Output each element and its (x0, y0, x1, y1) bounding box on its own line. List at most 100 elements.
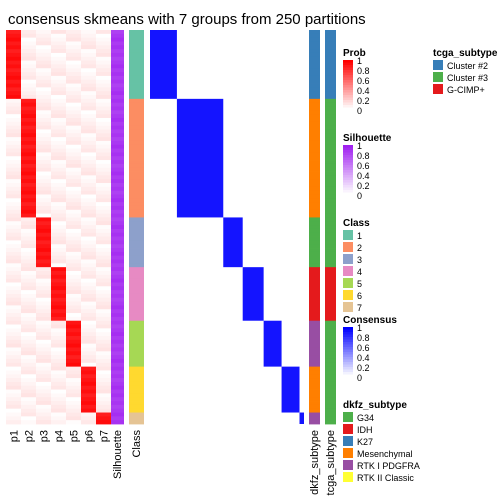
prob-cell (6, 248, 21, 253)
prob-cell (81, 137, 96, 142)
prob-cell (36, 259, 51, 264)
prob-cell (21, 401, 36, 406)
prob-cell (21, 324, 36, 329)
prob-legend-tick: 0.2 (357, 96, 370, 106)
silhouette-cell (111, 156, 124, 161)
prob-cell (6, 179, 21, 184)
class-cell (129, 316, 144, 322)
prob-cell (21, 217, 36, 222)
prob-cell (36, 293, 51, 299)
prob-cell (81, 72, 96, 77)
prob-cell (36, 110, 51, 115)
tcga-cell (325, 309, 336, 314)
prob-cell (96, 385, 111, 390)
prob-cell (36, 297, 51, 302)
prob-cell (81, 320, 96, 325)
silhouette-cell (111, 64, 124, 69)
prob-cell (21, 366, 36, 371)
prob-cell (51, 358, 66, 364)
prob-cell (66, 106, 81, 111)
prob-cell (81, 194, 96, 199)
dkfz-cell (309, 190, 320, 195)
silhouette-cell (111, 412, 124, 417)
dkfz-cell (309, 401, 320, 406)
dkfz-cell (309, 91, 320, 96)
prob-cell (51, 251, 66, 257)
prob-cell (21, 263, 36, 268)
prob-cell (36, 404, 51, 410)
silhouette-cell (111, 45, 124, 50)
silhouette-cell (111, 183, 124, 188)
prob-cell (36, 351, 51, 356)
class-cell (129, 30, 144, 35)
prob-cell (96, 110, 111, 115)
consensus-legend-swatch (343, 332, 353, 335)
silhouette-cell (111, 194, 124, 199)
class-cell (129, 347, 144, 352)
prob-cell (81, 297, 96, 302)
prob-cell (66, 190, 81, 195)
silhouette-cell (111, 186, 124, 192)
silhouette-cell (111, 389, 124, 394)
class-cell (129, 404, 144, 410)
tcga-legend-swatch (433, 60, 443, 70)
prob-cell (6, 221, 21, 226)
class-cell (129, 389, 144, 394)
prob-cell (51, 248, 66, 253)
prob-cell (96, 393, 111, 398)
dkfz-cell (309, 64, 320, 69)
prob-cell (66, 297, 81, 302)
silhouette-cell (111, 324, 124, 329)
dkfz-cell (309, 332, 320, 337)
silhouette-cell (111, 339, 124, 345)
prob-cell (21, 121, 36, 127)
prob-cell (6, 397, 21, 402)
prob-cell (96, 270, 111, 276)
prob-cell (96, 75, 111, 81)
prob-cell (81, 133, 96, 138)
prob-cell (81, 167, 96, 172)
prob-cell (66, 240, 81, 245)
prob-cell (66, 137, 81, 142)
prob-cell (21, 309, 36, 314)
prob-cell (81, 160, 96, 165)
prob-cell (96, 274, 111, 280)
prob-cell (66, 98, 81, 104)
prob-legend-title: Prob (343, 48, 366, 59)
dkfz-legend-label: RTK I PDGFRA (357, 461, 420, 471)
prob-cell (51, 205, 66, 211)
prob-cell (36, 83, 51, 88)
prob-cell (66, 355, 81, 360)
silhouette-cell (111, 236, 124, 241)
consensus-legend-swatch (343, 354, 353, 358)
class-legend-title: Class (343, 218, 370, 229)
prob-cell (96, 91, 111, 96)
prob-cell (96, 420, 111, 425)
dkfz-cell (309, 420, 320, 425)
prob-cell (96, 336, 111, 341)
prob-cell (66, 114, 81, 119)
prob-legend-swatch (343, 90, 353, 93)
tcga-cell (325, 41, 336, 46)
silhouette-legend-swatch (343, 187, 353, 191)
dkfz-cell (309, 209, 320, 215)
class-cell (129, 125, 144, 130)
dkfz-cell (309, 316, 320, 322)
tcga-cell (325, 343, 336, 348)
prob-cell (21, 156, 36, 161)
tcga-cell (325, 232, 336, 237)
dkfz-cell (309, 163, 320, 169)
consensus-legend-tick: 0.4 (357, 353, 370, 363)
prob-cell (6, 72, 21, 77)
prob-cell (6, 236, 21, 241)
dkfz-cell (309, 232, 320, 237)
dkfz-cell (309, 366, 320, 371)
dkfz-cell (309, 351, 320, 356)
prob-cell (36, 248, 51, 253)
class-cell (129, 133, 144, 138)
class-cell (129, 183, 144, 188)
prob-cell (6, 244, 21, 249)
prob-cell (6, 79, 21, 84)
dkfz-cell (309, 251, 320, 257)
tcga-cell (325, 194, 336, 199)
